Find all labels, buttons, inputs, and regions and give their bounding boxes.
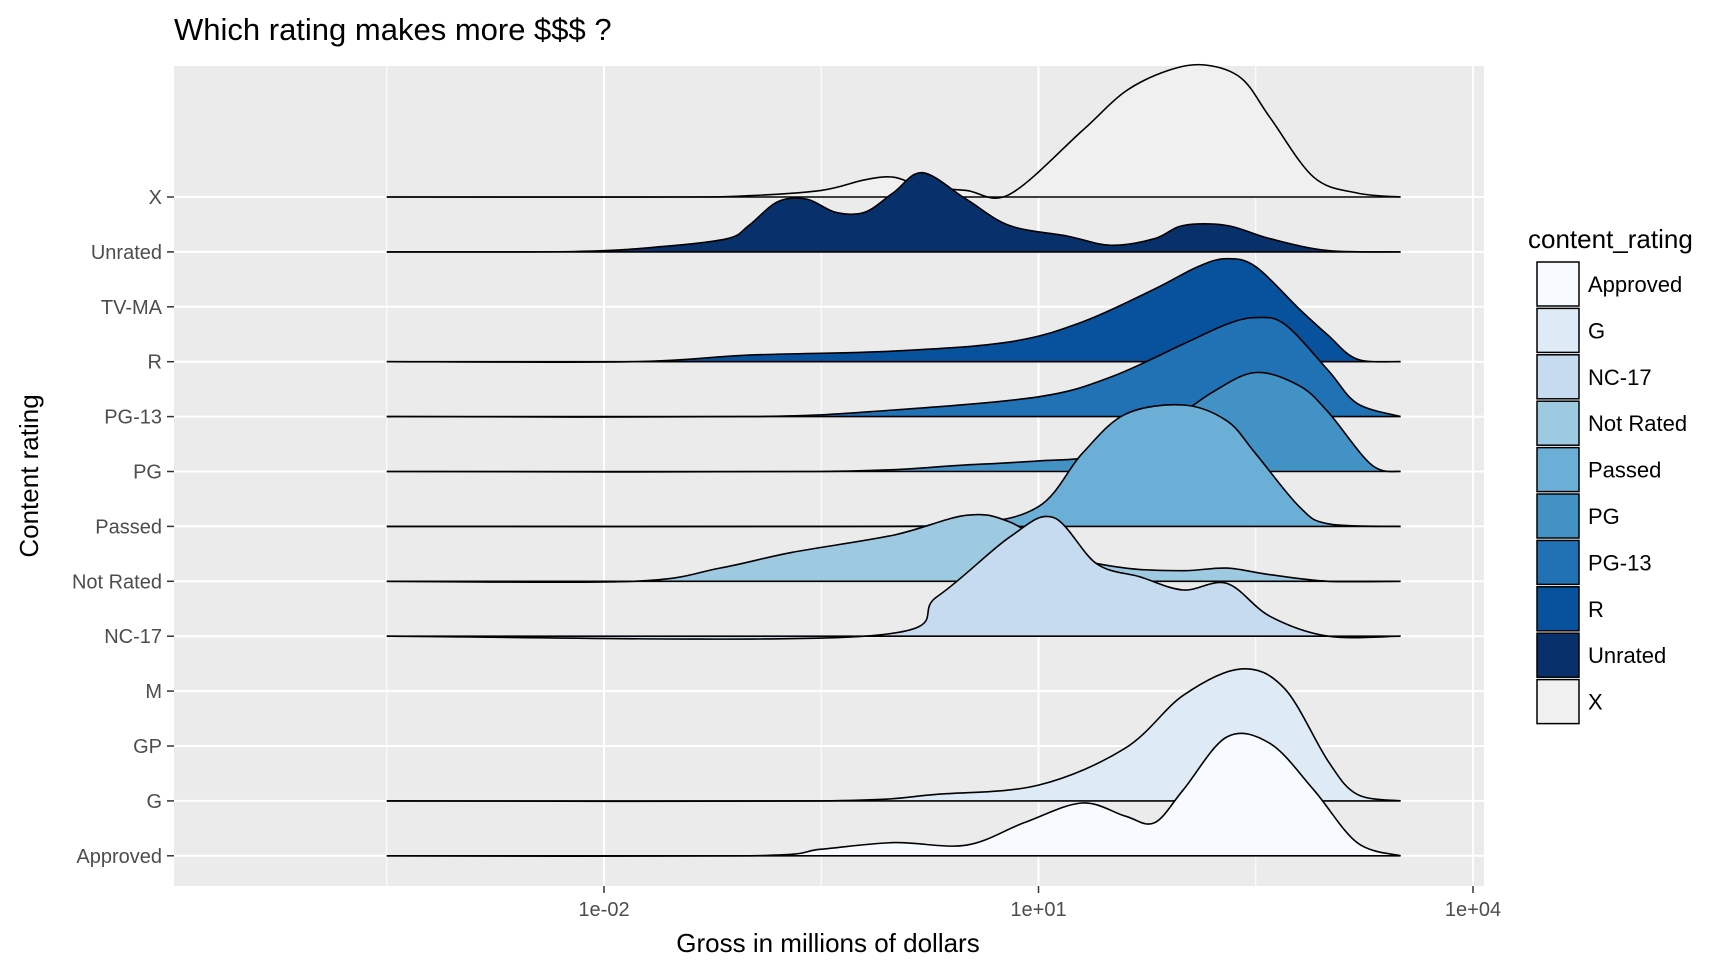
legend-label: NC-17 xyxy=(1588,365,1652,390)
y-tick-label: G xyxy=(146,791,162,813)
legend-key-nc-17 xyxy=(1536,354,1580,400)
x-tick-label: 1e-02 xyxy=(578,899,629,921)
y-tick-label: Approved xyxy=(76,846,162,868)
ridge-area-tv-ma xyxy=(386,258,1401,363)
legend-key-pg xyxy=(1536,493,1580,539)
ridge-outline-unrated xyxy=(386,171,1401,253)
legend-label: Approved xyxy=(1588,272,1682,297)
x-axis-title: Gross in millions of dollars xyxy=(676,928,979,958)
legend-key-pg-13 xyxy=(1536,539,1580,586)
ridge-area-passed xyxy=(386,514,1401,583)
ridge-outline-tv-ma xyxy=(386,257,1401,363)
y-tick-label: PG-13 xyxy=(104,407,162,429)
density-ridges xyxy=(386,63,1401,858)
y-tick-label: Unrated xyxy=(91,242,162,264)
y-tick-label: Not Rated xyxy=(72,571,162,593)
legend-title: content_rating xyxy=(1528,224,1693,254)
y-axis: X Unrated TV-MA R PG-13 PG Passed Not Rated NC-1… xyxy=(72,187,174,868)
legend-key-approved xyxy=(1536,261,1580,307)
ridge-outline-passed xyxy=(386,513,1401,584)
y-tick-label: GP xyxy=(133,736,162,758)
y-tick-label: X xyxy=(149,187,162,209)
x-axis: 1e-02 1e+01 1e+04 xyxy=(578,886,1501,921)
y-axis-title: Content rating xyxy=(14,394,44,557)
legend-label: PG xyxy=(1588,504,1620,529)
ridge-area-r xyxy=(386,317,1401,418)
x-tick-label: 1e+01 xyxy=(1010,899,1066,921)
ridge-area-pg xyxy=(386,404,1401,527)
y-tick-label: R xyxy=(148,352,162,374)
chart-title: Which rating makes more $$$ ? xyxy=(174,12,612,47)
legend-label: PG-13 xyxy=(1588,550,1652,575)
y-tick-label: NC-17 xyxy=(104,626,162,648)
legend-label: X xyxy=(1588,690,1603,715)
legend-label: Not Rated xyxy=(1588,411,1687,436)
legend-key-passed xyxy=(1536,446,1580,493)
legend-key-x xyxy=(1536,678,1580,725)
y-tick-label: TV-MA xyxy=(101,297,163,319)
legend-key-g xyxy=(1536,307,1580,354)
ridge-area-x xyxy=(386,64,1401,199)
legend-key-r xyxy=(1536,586,1580,632)
legend-label: R xyxy=(1588,597,1604,622)
ridge-area-nc-17 xyxy=(386,668,1401,802)
y-tick-label: M xyxy=(145,681,162,703)
ridge-outline-x xyxy=(386,63,1401,199)
ridge-outline-g xyxy=(386,732,1401,858)
y-tick-label: Passed xyxy=(95,516,162,538)
legend-key-not-rated xyxy=(1536,400,1580,446)
y-tick-label: PG xyxy=(133,462,162,484)
legend-key-unrated xyxy=(1536,632,1580,678)
ridge-area-unrated xyxy=(386,172,1401,253)
legend-label: G xyxy=(1588,318,1605,343)
ridge-area-g xyxy=(386,733,1401,857)
ridge-area-not-rated xyxy=(386,516,1401,640)
legend-label: Unrated xyxy=(1588,643,1666,668)
legend: content_rating Approved G NC-17 Not Rated Pa… xyxy=(1528,224,1693,725)
x-tick-label: 1e+04 xyxy=(1445,899,1501,921)
legend-label: Passed xyxy=(1588,458,1661,483)
